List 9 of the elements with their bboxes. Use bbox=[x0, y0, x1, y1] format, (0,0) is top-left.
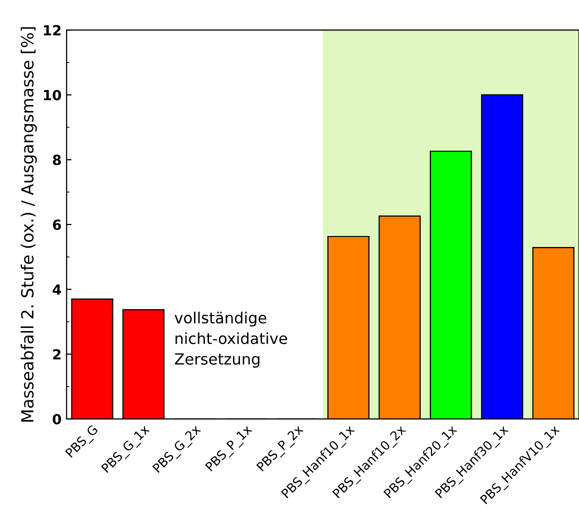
y-tick-label: 2 bbox=[53, 349, 61, 360]
y-axis-title: Masseabfall 2. Stufe (ox.) / Ausgangsmasse [%] bbox=[20, 27, 37, 422]
y-tick-label: 6 bbox=[52, 219, 61, 230]
y-tick-label: 10 bbox=[44, 90, 62, 100]
y-tick-label: 4 bbox=[52, 284, 62, 295]
y-tick-label: 8 bbox=[52, 154, 61, 166]
y-tick-label: 12 bbox=[44, 25, 61, 36]
annotation: vollständige nicht-oxidative Zersetzung bbox=[174, 312, 288, 368]
y-tick-label: 0 bbox=[52, 414, 62, 424]
